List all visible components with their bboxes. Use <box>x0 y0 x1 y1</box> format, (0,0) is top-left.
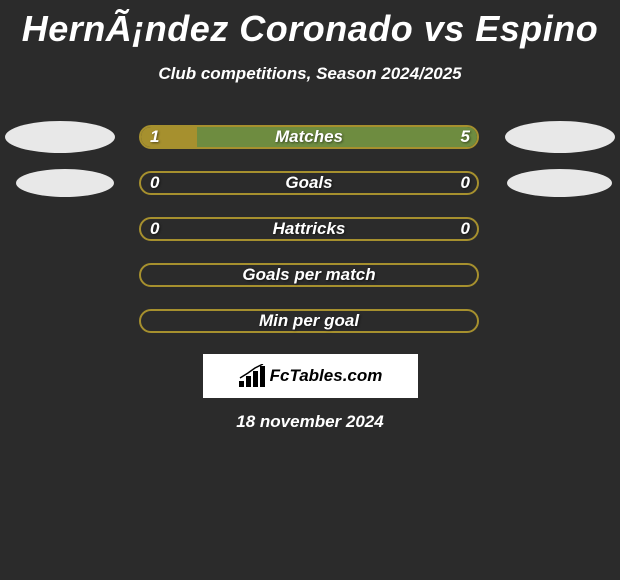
stat-row: Goals per match <box>0 252 620 298</box>
stat-row: 00Hattricks <box>0 206 620 252</box>
stat-row: 00Goals <box>0 160 620 206</box>
player-avatar-right <box>507 169 612 197</box>
stat-label: Min per goal <box>139 311 479 331</box>
logo-box[interactable]: FcTables.com <box>203 354 418 398</box>
player-avatar-left <box>5 121 115 153</box>
comparison-chart: 15Matches00Goals00Hattricks Goals per mat… <box>0 114 620 344</box>
page-title: HernÃ¡ndez Coronado vs Espino <box>0 0 620 50</box>
stat-row: Min per goal <box>0 298 620 344</box>
page-date: 18 november 2024 <box>0 412 620 432</box>
stat-label: Goals <box>139 173 479 193</box>
stat-label: Goals per match <box>139 265 479 285</box>
player-avatar-right <box>505 121 615 153</box>
stat-row: 15Matches <box>0 114 620 160</box>
stat-label: Matches <box>139 127 479 147</box>
logo-text: FcTables.com <box>270 366 383 386</box>
player-avatar-left <box>16 169 114 197</box>
stat-label: Hattricks <box>139 219 479 239</box>
page-subtitle: Club competitions, Season 2024/2025 <box>0 64 620 84</box>
fctables-logo-icon <box>238 364 266 388</box>
